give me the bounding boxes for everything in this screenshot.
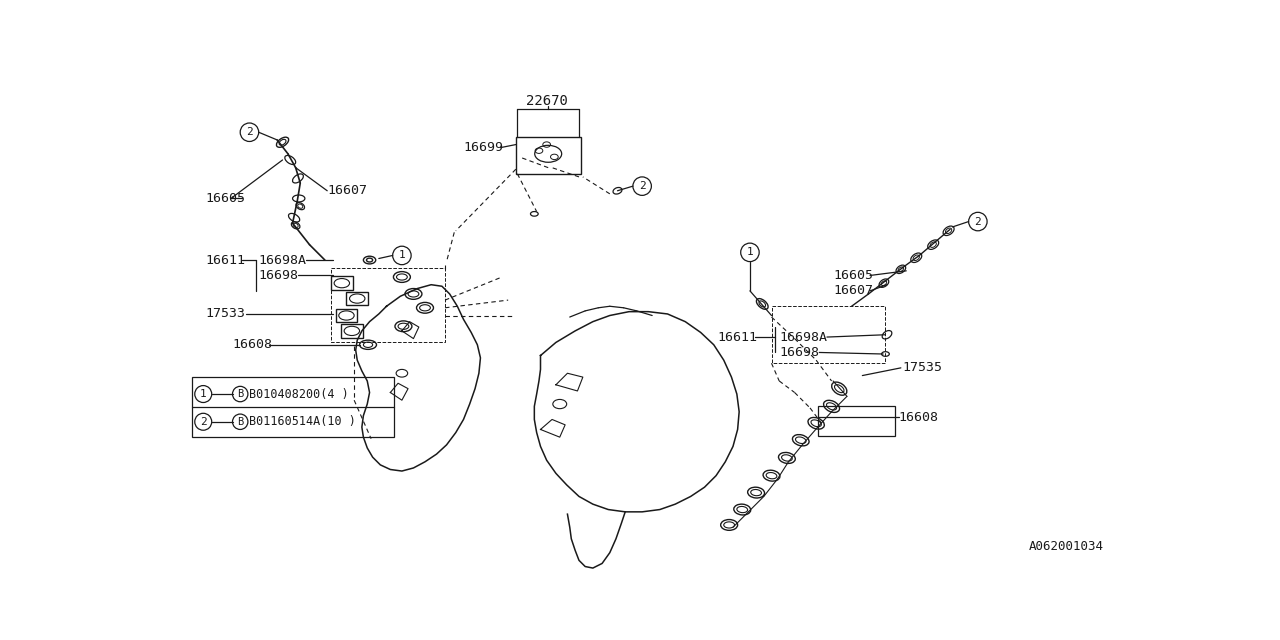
Bar [347, 292, 369, 305]
Text: 2: 2 [974, 216, 982, 227]
Bar [818, 406, 895, 436]
Text: 16607: 16607 [328, 184, 367, 197]
Text: 16698: 16698 [257, 269, 298, 282]
Bar [772, 307, 886, 364]
Text: A062001034: A062001034 [1029, 540, 1105, 553]
Text: B: B [237, 417, 243, 427]
Text: 16611: 16611 [206, 253, 246, 266]
Text: 16605: 16605 [833, 269, 873, 282]
Text: 16699: 16699 [463, 141, 503, 154]
Text: 16611: 16611 [718, 330, 758, 344]
Text: 2: 2 [246, 127, 253, 137]
Text: 16608: 16608 [899, 411, 938, 424]
Text: B010408200(4 ): B010408200(4 ) [250, 388, 349, 401]
Bar [516, 137, 581, 174]
Text: 1: 1 [200, 389, 206, 399]
Text: 16605: 16605 [206, 192, 246, 205]
Text: 16698A: 16698A [780, 330, 827, 344]
Bar [332, 268, 445, 342]
Bar [340, 324, 362, 338]
Bar [192, 377, 394, 437]
Text: 16608: 16608 [233, 339, 273, 351]
Bar [332, 276, 352, 290]
Text: 1: 1 [746, 247, 754, 257]
Text: 16698: 16698 [780, 346, 819, 359]
Text: B01160514A(10 ): B01160514A(10 ) [250, 415, 356, 428]
Text: 16698A: 16698A [257, 253, 306, 266]
Text: 17533: 17533 [206, 307, 246, 321]
Bar [335, 308, 357, 323]
Text: B: B [237, 389, 243, 399]
Text: 2: 2 [200, 417, 206, 427]
Text: 22670: 22670 [526, 95, 568, 108]
Text: 1: 1 [398, 250, 406, 260]
Text: 16607: 16607 [833, 284, 873, 298]
Text: 2: 2 [639, 181, 645, 191]
Text: 17535: 17535 [902, 362, 942, 374]
